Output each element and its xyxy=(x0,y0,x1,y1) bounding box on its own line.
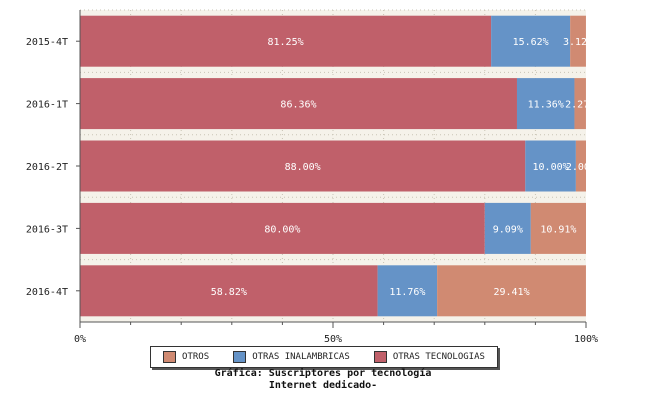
bar-segment xyxy=(80,202,485,254)
bar-segment xyxy=(80,140,526,192)
chart-caption-line-1: Gráfica: Suscriptores por tecnología xyxy=(214,368,432,379)
data-label: 2.00% xyxy=(566,162,596,173)
chart-caption-line-2: Internet dedicado- xyxy=(268,380,378,391)
bar-segment xyxy=(80,265,378,317)
bar-segment xyxy=(516,78,575,130)
bar-segment xyxy=(437,265,586,317)
x-tick-label: 100% xyxy=(574,334,598,345)
data-label: 3.12% xyxy=(563,37,593,48)
bar-segment xyxy=(377,265,438,317)
data-label: 81.25% xyxy=(268,37,304,48)
data-label: 86.36% xyxy=(280,100,316,111)
data-label: 15.62% xyxy=(513,37,549,48)
data-label: 58.82% xyxy=(211,287,247,298)
legend-item-otras-inalambricas: OTRAS INALAMBRICAS xyxy=(233,351,350,363)
data-label: 10.91% xyxy=(540,224,576,235)
bar-segment xyxy=(80,15,492,67)
category-label: 2016-1T xyxy=(26,100,68,111)
data-label: 9.09% xyxy=(493,224,523,235)
x-tick-label: 50% xyxy=(324,334,342,345)
legend-swatch-otras-inalambricas xyxy=(233,351,247,363)
category-label: 2016-3T xyxy=(26,224,68,235)
bar-segment xyxy=(525,140,576,192)
bar-segment xyxy=(530,202,586,254)
data-label: 11.36% xyxy=(528,100,564,111)
legend-label-otras-tecnologias: OTRAS TECNOLOGIAS xyxy=(392,352,485,362)
data-label: 29.41% xyxy=(493,287,529,298)
data-label: 11.76% xyxy=(389,287,425,298)
legend-label-otros: OTROS xyxy=(182,352,210,362)
category-label: 2016-4T xyxy=(26,287,68,298)
category-label: 2015-4T xyxy=(26,37,68,48)
x-tick-label: 0% xyxy=(74,334,86,345)
legend-swatch-otros xyxy=(163,351,177,363)
legend-swatch-otras-tecnologias xyxy=(373,351,387,363)
data-label: 88.00% xyxy=(285,162,321,173)
data-label: 10.00% xyxy=(533,162,569,173)
bar-segment xyxy=(484,202,531,254)
category-label: 2016-2T xyxy=(26,162,68,173)
bar-segment xyxy=(570,15,586,67)
bar-segment xyxy=(80,78,517,130)
legend-item-otros: OTROS xyxy=(163,351,209,363)
legend: OTROS OTRAS INALAMBRICAS OTRAS TECNOLOGI… xyxy=(150,346,498,368)
bar-segment xyxy=(491,15,571,67)
data-label: 2.27% xyxy=(565,100,595,111)
bar-segment xyxy=(575,140,586,192)
data-label: 80.00% xyxy=(264,224,300,235)
legend-label-otras-inalambricas: OTRAS INALAMBRICAS xyxy=(252,352,350,362)
bar-segment xyxy=(574,78,586,130)
legend-item-otras-tecnologias: OTRAS TECNOLOGIAS xyxy=(373,351,485,363)
